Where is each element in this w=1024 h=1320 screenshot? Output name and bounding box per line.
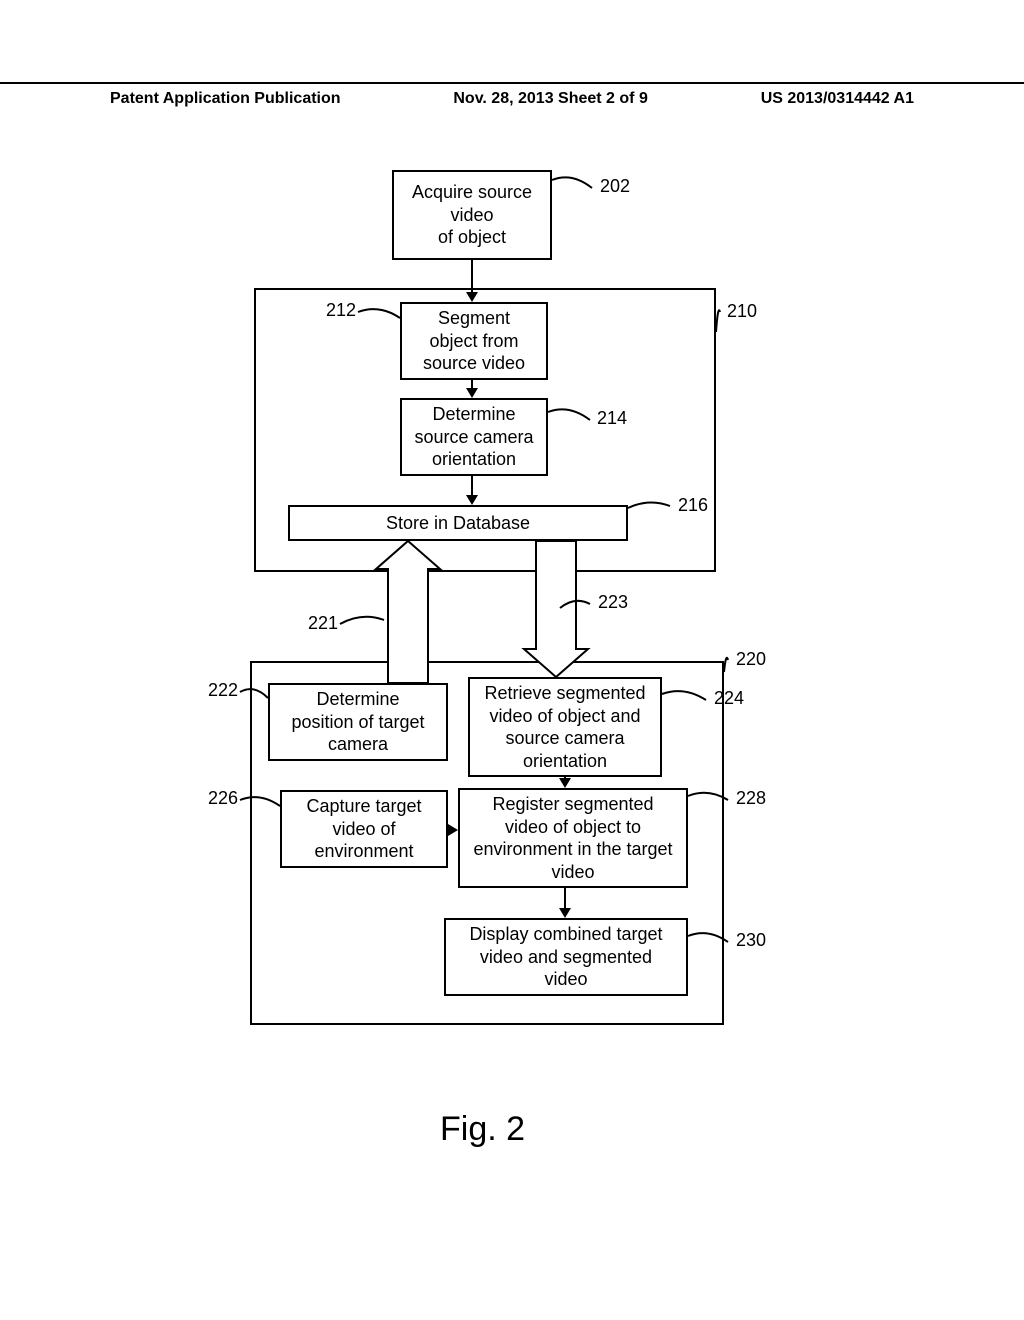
ref-210: 210 [727,301,757,322]
box-text: Register segmentedvideo of object toenvi… [473,793,672,883]
box-text: Retrieve segmentedvideo of object andsou… [484,682,645,772]
box-text: Display combined targetvideo and segment… [469,923,662,991]
ref-228: 228 [736,788,766,809]
ref-223: 223 [598,592,628,613]
ref-212: 212 [326,300,356,321]
ref-221: 221 [308,613,338,634]
box-text: Capture targetvideo ofenvironment [306,795,421,863]
ref-214: 214 [597,408,627,429]
box-register-segmented: Register segmentedvideo of object toenvi… [458,788,688,888]
box-text: Determinesource cameraorientation [414,403,533,471]
box-determine-target-camera: Determineposition of targetcamera [268,683,448,761]
header-right: US 2013/0314442 A1 [761,90,914,108]
ref-224: 224 [714,688,744,709]
flowchart-diagram: Acquire sourcevideoof object Segmentobje… [0,160,1024,1160]
box-segment-object: Segmentobject fromsource video [400,302,548,380]
header-center: Nov. 28, 2013 Sheet 2 of 9 [453,90,647,108]
box-store-database: Store in Database [288,505,628,541]
box-text: Segmentobject fromsource video [423,307,525,375]
ref-226: 226 [208,788,238,809]
box-retrieve-segmented: Retrieve segmentedvideo of object andsou… [468,677,662,777]
box-text: Determineposition of targetcamera [291,688,424,756]
ref-222: 222 [208,680,238,701]
box-display-combined: Display combined targetvideo and segment… [444,918,688,996]
ref-220: 220 [736,649,766,670]
box-capture-target: Capture targetvideo ofenvironment [280,790,448,868]
box-text: Store in Database [386,512,530,535]
page-header: Patent Application Publication Nov. 28, … [0,82,1024,108]
ref-230: 230 [736,930,766,951]
box-determine-source-orientation: Determinesource cameraorientation [400,398,548,476]
figure-caption: Fig. 2 [440,1110,525,1149]
ref-202: 202 [600,176,630,197]
box-text: Acquire sourcevideoof object [412,181,532,249]
ref-216: 216 [678,495,708,516]
box-acquire-source: Acquire sourcevideoof object [392,170,552,260]
header-left: Patent Application Publication [110,90,341,108]
